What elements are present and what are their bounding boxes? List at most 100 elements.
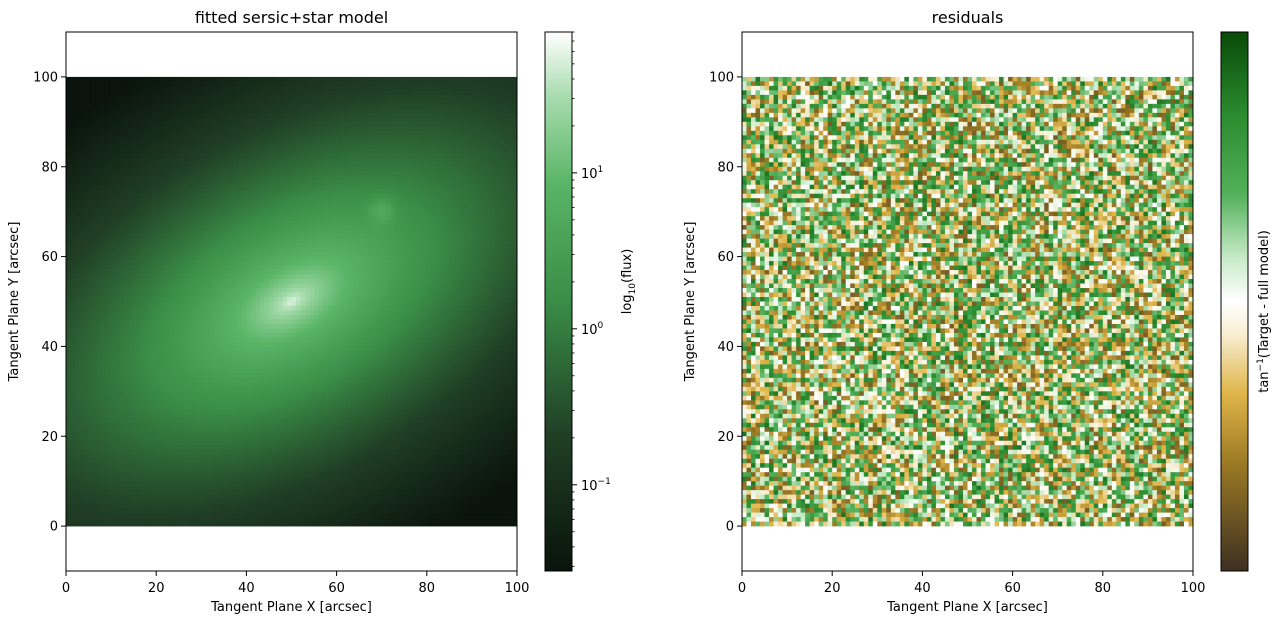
model-pixel (97, 81, 103, 87)
model-pixel (192, 85, 198, 91)
model-pixel (458, 108, 464, 114)
model-pixel (286, 247, 292, 253)
model-pixel (156, 297, 162, 302)
model-pixel (129, 252, 134, 257)
model-pixel (404, 126, 410, 132)
model-pixel (70, 108, 76, 114)
model-pixel (205, 225, 211, 230)
model-pixel (273, 261, 279, 266)
model-pixel (255, 193, 261, 199)
model-pixel (246, 256, 252, 262)
model-pixel (435, 76, 441, 82)
model-pixel (363, 99, 369, 105)
model-pixel (512, 157, 518, 163)
model-pixel (291, 198, 297, 204)
model-pixel (476, 252, 482, 257)
model-pixel (102, 135, 107, 141)
model-pixel (124, 247, 130, 253)
model-pixel (120, 90, 125, 96)
model-pixel (485, 171, 491, 177)
model-pixel (138, 252, 144, 257)
model-pixel (129, 81, 134, 87)
model-pixel (120, 256, 125, 262)
model-pixel (178, 243, 184, 248)
model-pixel (390, 238, 396, 244)
model-pixel (97, 220, 103, 226)
model-pixel (390, 225, 396, 230)
model-pixel (115, 112, 121, 118)
model-pixel (309, 135, 315, 141)
model-pixel (259, 202, 265, 208)
model-pixel (462, 135, 468, 141)
model-pixel (444, 180, 450, 186)
model-pixel (174, 252, 180, 257)
model-pixel (88, 225, 94, 230)
model-pixel (115, 135, 121, 141)
model-pixel (286, 270, 292, 275)
model-pixel (350, 117, 355, 123)
model-pixel (485, 189, 491, 195)
model-pixel (395, 292, 401, 298)
model-pixel (489, 81, 495, 87)
model-pixel (205, 144, 211, 150)
model-pixel (246, 81, 252, 87)
model-pixel (323, 261, 328, 266)
model-pixel (381, 198, 387, 204)
model-pixel (255, 234, 261, 239)
model-pixel (142, 202, 148, 208)
model-pixel (467, 202, 473, 208)
model-pixel (160, 180, 166, 186)
model-pixel (223, 247, 229, 253)
model-pixel (264, 180, 270, 186)
model-pixel (84, 211, 89, 217)
model-pixel (246, 112, 252, 118)
model-pixel (232, 234, 238, 239)
model-pixel (178, 117, 184, 123)
model-pixel (142, 162, 148, 168)
model-pixel (341, 243, 346, 248)
model-pixel (332, 207, 337, 213)
model-pixel (359, 76, 365, 82)
model-pixel (129, 292, 134, 298)
model-pixel (156, 103, 162, 109)
model-pixel (426, 265, 432, 271)
model-pixel (210, 76, 216, 82)
model-pixel (106, 108, 112, 114)
model-pixel (498, 211, 504, 217)
model-pixel (480, 108, 486, 114)
model-pixel (97, 252, 103, 257)
model-pixel (350, 270, 355, 275)
model-pixel (300, 121, 306, 127)
model-pixel (124, 265, 130, 271)
model-pixel (241, 144, 247, 150)
model-pixel (390, 103, 396, 109)
model-pixel (259, 180, 265, 186)
model-pixel (422, 252, 428, 257)
model-pixel (273, 238, 279, 244)
model-pixel (228, 184, 234, 190)
model-pixel (156, 292, 162, 298)
model-pixel (138, 103, 144, 109)
model-pixel (138, 76, 144, 82)
model-pixel (453, 229, 459, 235)
model-pixel (399, 103, 405, 109)
model-pixel (115, 283, 121, 289)
model-pixel (156, 76, 162, 82)
model-pixel (345, 193, 351, 199)
model-pixel (386, 126, 392, 132)
model-pixel (485, 283, 491, 289)
model-pixel (183, 207, 189, 213)
model-pixel (426, 229, 432, 235)
model-pixel (115, 121, 121, 127)
model-pixel (300, 216, 306, 221)
model-pixel (174, 292, 180, 298)
model-pixel (201, 198, 207, 204)
model-pixel (323, 94, 328, 100)
model-pixel (449, 175, 455, 181)
model-pixel (318, 130, 324, 136)
model-pixel (273, 279, 279, 284)
model-pixel (196, 265, 202, 271)
model-pixel (174, 283, 180, 289)
model-pixel (178, 153, 184, 159)
model-pixel (377, 144, 383, 150)
